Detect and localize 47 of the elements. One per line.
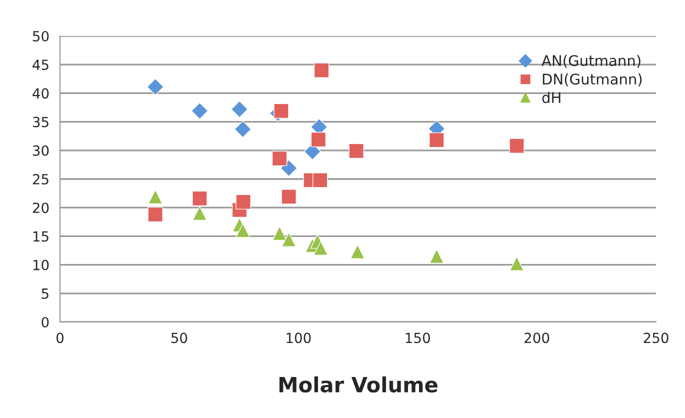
point	[312, 172, 328, 188]
point	[429, 132, 444, 148]
point	[192, 190, 208, 206]
y-tick-label: 50	[32, 30, 49, 42]
point	[230, 100, 248, 118]
point	[272, 150, 288, 166]
x-axis-title: Molar Volume	[279, 376, 438, 393]
x-tick-label: 250	[644, 332, 668, 344]
legend-label: AN(Gutmann)	[542, 54, 640, 68]
y-tick-label: 45	[32, 60, 48, 70]
point	[429, 248, 444, 264]
y-tick-label: 25	[32, 174, 48, 184]
point	[234, 120, 252, 138]
point	[282, 232, 296, 247]
point	[314, 240, 328, 256]
legend-label: DN(Gutmann)	[542, 73, 642, 86]
point	[236, 223, 250, 238]
legend-label: dH	[542, 92, 560, 104]
point	[348, 143, 364, 159]
x-tick-label: 150	[406, 332, 430, 344]
point	[280, 160, 298, 177]
point	[192, 206, 207, 221]
y-tick-label: 10	[33, 260, 49, 270]
y-tick-label: 40	[32, 88, 49, 99]
x-tick-label: 100	[286, 332, 311, 344]
point	[274, 103, 289, 119]
y-tick-label: 15	[33, 231, 48, 242]
point	[148, 206, 163, 222]
x-tick-label: 0	[56, 332, 64, 344]
y-tick-label: 0	[42, 316, 49, 328]
point	[314, 62, 330, 78]
point	[281, 189, 296, 204]
point	[236, 194, 251, 210]
point	[509, 138, 524, 154]
y-tick-label: 20	[32, 202, 49, 214]
y-tick-label: 5	[42, 288, 48, 299]
x-tick-label: 50	[171, 332, 188, 344]
y-tick-label: 35	[32, 116, 48, 128]
point	[148, 189, 163, 204]
point	[191, 102, 208, 120]
point	[310, 132, 326, 148]
point	[509, 256, 524, 271]
point	[272, 226, 287, 241]
point	[350, 244, 365, 259]
point	[146, 78, 164, 96]
x-tick-label: 200	[524, 332, 550, 344]
y-tick-label: 30	[32, 145, 49, 156]
